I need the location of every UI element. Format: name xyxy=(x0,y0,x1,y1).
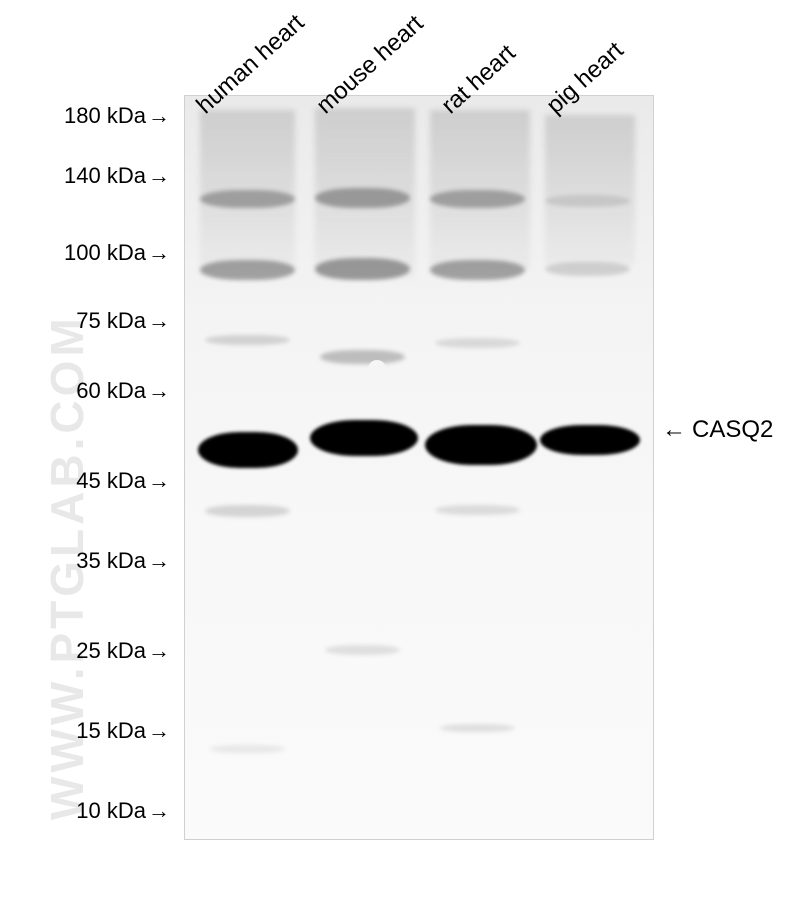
nonspecific-band xyxy=(545,262,630,276)
mw-marker-label: 140 kDa→ xyxy=(10,163,170,189)
arrow-right-icon: → xyxy=(148,103,170,129)
nonspecific-band xyxy=(205,335,290,345)
nonspecific-band xyxy=(430,190,525,208)
arrow-right-icon: → xyxy=(148,718,170,744)
target-band xyxy=(310,420,418,456)
arrow-right-icon: → xyxy=(148,798,170,824)
nonspecific-band xyxy=(315,188,410,208)
arrow-right-icon: → xyxy=(148,308,170,334)
arrow-right-icon: → xyxy=(148,163,170,189)
nonspecific-band xyxy=(545,195,630,207)
mw-marker-label: 35 kDa→ xyxy=(10,548,170,574)
nonspecific-band xyxy=(200,190,295,208)
figure-container: WWW.PTGLAB.COM 180 kDa→140 kDa→100 kDa→7… xyxy=(0,0,800,903)
mw-marker-label: 25 kDa→ xyxy=(10,638,170,664)
mw-marker-label: 15 kDa→ xyxy=(10,718,170,744)
mw-marker-label: 60 kDa→ xyxy=(10,378,170,404)
mw-marker-label: 10 kDa→ xyxy=(10,798,170,824)
target-band xyxy=(540,425,640,455)
arrow-right-icon: → xyxy=(148,240,170,266)
nonspecific-band xyxy=(430,260,525,280)
arrow-left-icon: ← xyxy=(662,416,686,444)
arrow-right-icon: → xyxy=(148,548,170,574)
lane-smear xyxy=(545,115,635,265)
nonspecific-band xyxy=(440,724,515,732)
blot-artifact xyxy=(368,360,386,378)
mw-marker-label: 75 kDa→ xyxy=(10,308,170,334)
mw-marker-label: 100 kDa→ xyxy=(10,240,170,266)
arrow-right-icon: → xyxy=(148,378,170,404)
arrow-right-icon: → xyxy=(148,468,170,494)
target-protein-label: ←CASQ2 xyxy=(662,416,773,444)
nonspecific-band xyxy=(320,350,405,364)
nonspecific-band xyxy=(205,505,290,517)
target-band xyxy=(198,432,298,468)
nonspecific-band xyxy=(210,745,285,753)
target-name: CASQ2 xyxy=(692,416,773,443)
nonspecific-band xyxy=(435,338,520,348)
mw-marker-label: 45 kDa→ xyxy=(10,468,170,494)
nonspecific-band xyxy=(435,505,520,515)
nonspecific-band xyxy=(325,645,400,655)
nonspecific-band xyxy=(315,258,410,280)
arrow-right-icon: → xyxy=(148,638,170,664)
nonspecific-band xyxy=(200,260,295,280)
mw-marker-label: 180 kDa→ xyxy=(10,103,170,129)
target-band xyxy=(425,425,537,465)
